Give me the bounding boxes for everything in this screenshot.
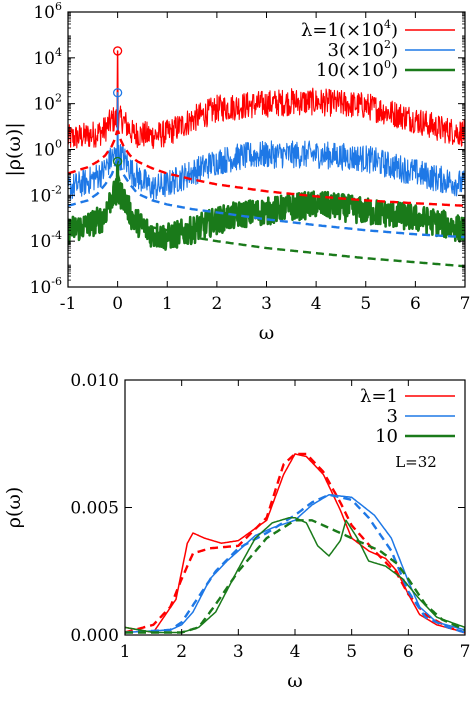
x-tick-label: 0	[112, 294, 123, 314]
peak-marker-0	[112, 46, 123, 56]
legend-label-0: λ=1(×104)	[301, 18, 398, 41]
y-tick-exponent: 4	[55, 46, 62, 59]
legend-label-2: 10	[375, 426, 398, 447]
x-tick-label: 6	[403, 642, 414, 662]
y-tick-exponent: 6	[55, 0, 62, 13]
y-tick-label: 0.010	[70, 371, 119, 391]
y-tick-exponent: 0	[55, 138, 62, 151]
series-line-3	[125, 493, 465, 634]
x-tick-label: 1	[120, 642, 131, 662]
y-tick-base: 10	[33, 141, 55, 161]
legend-exponent: 2	[384, 38, 391, 51]
y-tick-label: 10-6	[30, 275, 62, 298]
y-tick-exponent: -4	[51, 229, 62, 242]
x-tick-label: 7	[460, 642, 471, 662]
y-tick-label: 102	[33, 92, 62, 115]
x-tick-label: 4	[290, 642, 301, 662]
legend: λ=1(×104)3(×102)10(×100)	[301, 18, 455, 81]
x-tick-label: 3	[233, 642, 244, 662]
series-line-0	[68, 50, 465, 150]
annotation-label: L=32	[395, 453, 437, 471]
x-tick-label: 2	[211, 294, 222, 314]
x-tick-label: 3	[261, 294, 272, 314]
y-tick-base: 10	[33, 49, 55, 69]
x-axis-label: ω	[287, 670, 303, 692]
y-tick-exponent: -2	[51, 183, 62, 196]
legend-label-1: 3(×102)	[328, 38, 399, 61]
legend-text: λ=1	[360, 386, 398, 407]
legend-exponent: 4	[384, 18, 391, 31]
plot-area	[68, 50, 465, 268]
y-axis-label: ρ(ω)	[3, 487, 25, 529]
legend-label-0: λ=1	[360, 386, 398, 407]
y-tick-label: 0.005	[70, 499, 119, 519]
series-line-3	[68, 130, 465, 207]
series-line-1	[125, 452, 465, 634]
series-line-2	[125, 494, 465, 634]
y-tick-exponent: -6	[51, 275, 62, 288]
series-line-5	[96, 172, 465, 268]
y-tick-label: 0.000	[70, 626, 119, 646]
y-tick-base: 10	[33, 3, 55, 23]
x-tick-label: 1	[162, 294, 173, 314]
legend-close: )	[391, 20, 398, 41]
legend-label-2: 10(×100)	[316, 58, 398, 81]
x-tick-label: 4	[311, 294, 322, 314]
x-tick-label: 7	[460, 294, 471, 314]
x-axis-label: ω	[259, 322, 275, 344]
y-tick-base: 10	[30, 232, 52, 252]
y-tick-exponent: 2	[55, 92, 62, 105]
y-tick-label: 100	[33, 138, 62, 161]
top-panel-log-chart: -1 0 1 2 3 4 5 6 710-610-410-2100102104106ω|ρ(ω)…	[3, 0, 470, 344]
legend-label-1: 3	[387, 406, 398, 427]
peak-marker-1	[112, 88, 123, 98]
legend-close: )	[391, 60, 398, 81]
series-line-1	[68, 92, 465, 202]
legend-exponent: 0	[384, 58, 391, 71]
legend-close: )	[391, 40, 398, 61]
legend-text: λ=1(×10	[301, 20, 384, 41]
x-tick-label: 5	[346, 642, 357, 662]
series-line-4	[68, 157, 465, 239]
x-tick-label: 2	[176, 642, 187, 662]
y-tick-base: 10	[30, 278, 52, 298]
x-tick-label: -1	[60, 294, 77, 314]
legend-text: 10(×10	[316, 60, 384, 81]
y-tick-label: 106	[33, 0, 62, 23]
x-tick-label: 5	[360, 294, 371, 314]
series-line-2	[68, 160, 465, 251]
legend-text: 3	[387, 406, 398, 427]
y-tick-label: 104	[33, 46, 62, 69]
x-tick-label: 6	[410, 294, 421, 314]
y-tick-base: 10	[33, 95, 55, 115]
legend-text: 3(×10	[328, 40, 384, 61]
peak-marker-2	[112, 156, 123, 167]
y-tick-base: 10	[30, 186, 52, 206]
y-tick-label: 10-4	[30, 229, 62, 252]
y-tick-label: 10-2	[30, 183, 62, 206]
legend-text: 10	[375, 426, 398, 447]
y-axis-label: |ρ(ω)|	[3, 122, 25, 176]
